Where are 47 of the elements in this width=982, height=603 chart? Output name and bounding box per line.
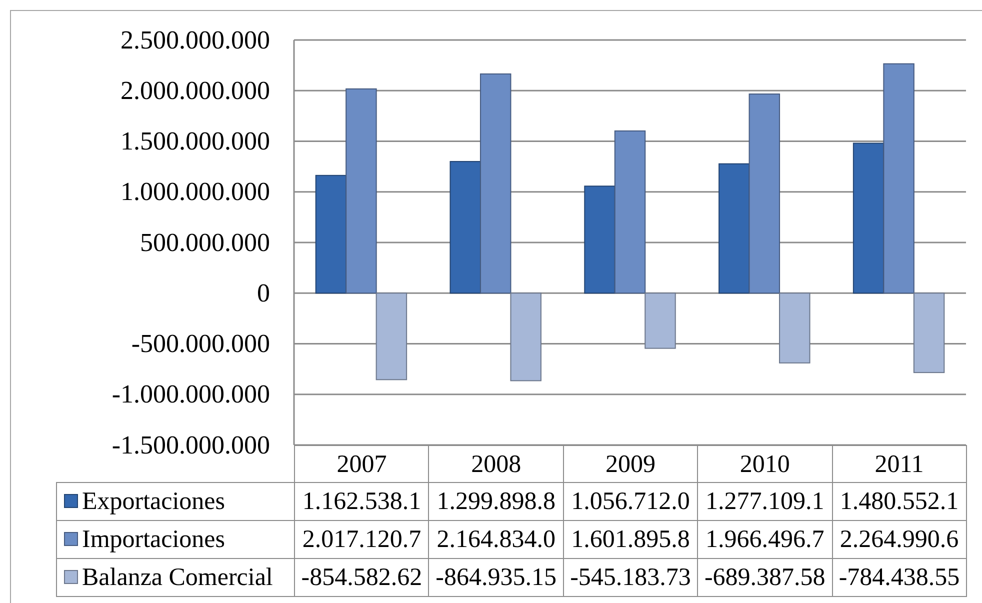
bar (376, 292, 408, 380)
data-label: 1.162.538.1 (302, 488, 422, 515)
data-label: 2.164.834.0 (436, 526, 556, 553)
y-tick-label: 1.000.000.000 (120, 177, 270, 206)
bar (913, 292, 945, 374)
x-tick-label: 2011 (874, 450, 924, 478)
y-tick-label: 500.000.000 (140, 228, 270, 257)
data-label: -689.387.58 (704, 564, 826, 591)
y-tick-label: -500.000.000 (131, 329, 270, 358)
bar (315, 174, 347, 294)
x-tick-label: 2008 (471, 450, 522, 478)
y-tick-label: 2.500.000.000 (120, 25, 270, 54)
bar (779, 292, 810, 364)
bar (510, 292, 542, 382)
data-label: -864.935.15 (436, 564, 556, 591)
y-tick-label: -1.500.000.000 (112, 430, 270, 460)
bar (718, 163, 750, 294)
legend-label: Balanza Comercial (82, 564, 273, 591)
data-label: 1.277.109.1 (705, 488, 824, 515)
bar (644, 292, 676, 349)
x-tick-label: 2009 (605, 450, 656, 478)
bar (852, 142, 884, 294)
x-tick-label: 2010 (740, 450, 790, 478)
data-label: 2.264.990.6 (840, 526, 959, 553)
y-tick-label: 0 (257, 278, 270, 308)
data-label: 1.966.496.7 (705, 526, 824, 553)
data-label: 1.480.552.1 (840, 488, 959, 515)
data-label: 1.299.898.8 (436, 488, 556, 515)
y-tick-label: 2.000.000.000 (120, 76, 270, 105)
legend-label: Exportaciones (82, 488, 226, 515)
bar (614, 130, 646, 294)
y-tick-label: 1.500.000.000 (120, 126, 270, 156)
data-label: 2.017.120.7 (302, 526, 422, 553)
data-label: -545.183.73 (570, 564, 691, 591)
legend-label: Importaciones (82, 526, 226, 553)
data-label: -854.582.62 (301, 564, 422, 591)
data-label: 1.601.895.8 (571, 526, 690, 553)
bar (450, 161, 481, 294)
bar (480, 73, 512, 294)
bar (584, 186, 616, 294)
data-label: -784.438.55 (838, 564, 960, 591)
data-label: 1.056.712.0 (571, 488, 690, 515)
x-tick-label: 2007 (336, 450, 387, 478)
y-tick-label: -1.000.000.000 (112, 380, 270, 409)
bar (748, 94, 780, 294)
bar (346, 88, 377, 294)
bar (883, 63, 914, 294)
